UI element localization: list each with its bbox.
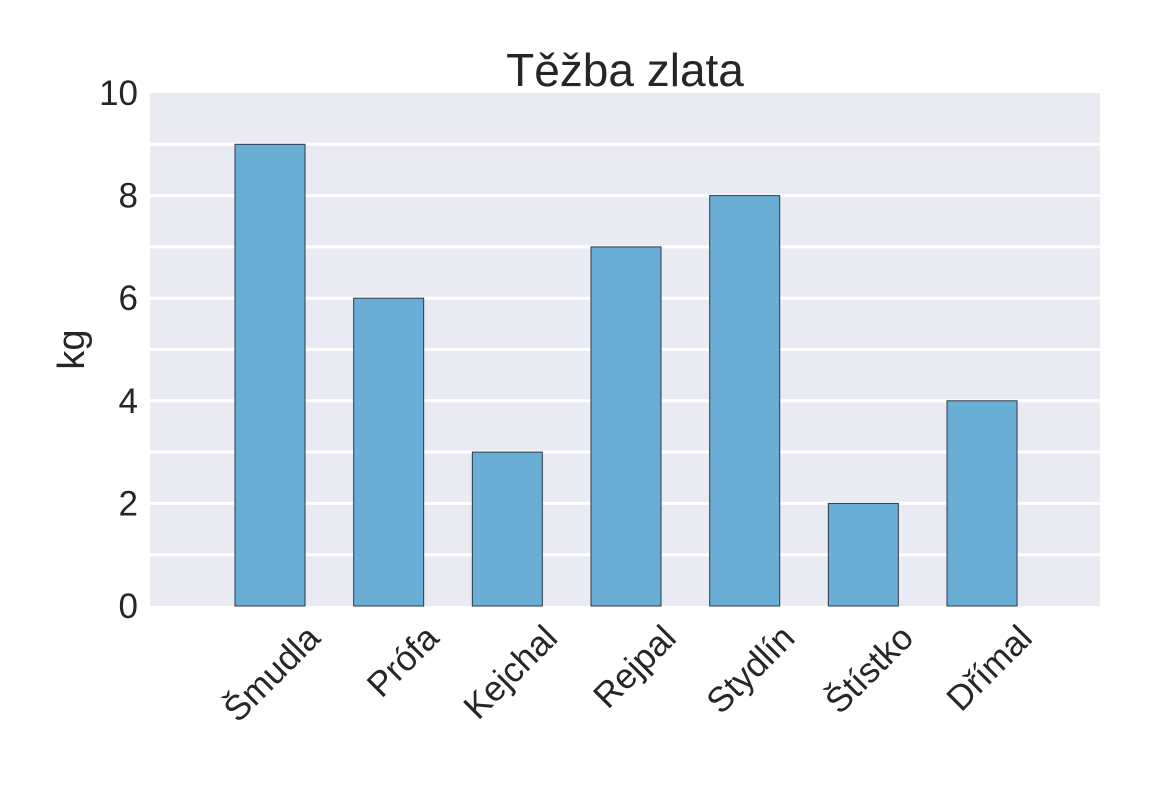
bar-1 <box>353 297 425 607</box>
x-tick-label: Dřímal <box>939 618 1039 718</box>
y-tick-label: 10 <box>99 74 138 113</box>
bar-6 <box>946 400 1018 607</box>
x-tick-label: Štístko <box>818 618 921 721</box>
x-tick-label: Šmudla <box>216 618 328 730</box>
bars <box>234 143 1018 607</box>
y-tick-label: 2 <box>119 484 138 523</box>
y-tick-label: 4 <box>119 382 138 421</box>
chart-title: Těžba zlata <box>506 44 744 96</box>
bar-3 <box>590 246 662 607</box>
x-tick-label: Stydlín <box>699 618 802 721</box>
bar-2 <box>471 451 543 607</box>
x-tick-labels: Šmudla Prófa Kejchal Rejpal Stydlín Štístko Dř… <box>216 618 1040 730</box>
y-tick-labels: 0 2 4 6 8 10 <box>99 74 138 626</box>
y-tick-label: 6 <box>119 279 138 318</box>
x-tick-label: Kejchal <box>456 618 565 727</box>
y-axis-label: kg <box>51 329 93 369</box>
y-tick-label: 8 <box>119 177 138 216</box>
bar-4 <box>709 195 781 607</box>
bar-0 <box>234 143 306 607</box>
x-tick-label: Prófa <box>360 618 447 705</box>
y-tick-label: 0 <box>119 587 138 626</box>
bar-5 <box>827 502 899 607</box>
x-tick-label: Rejpal <box>586 618 684 716</box>
